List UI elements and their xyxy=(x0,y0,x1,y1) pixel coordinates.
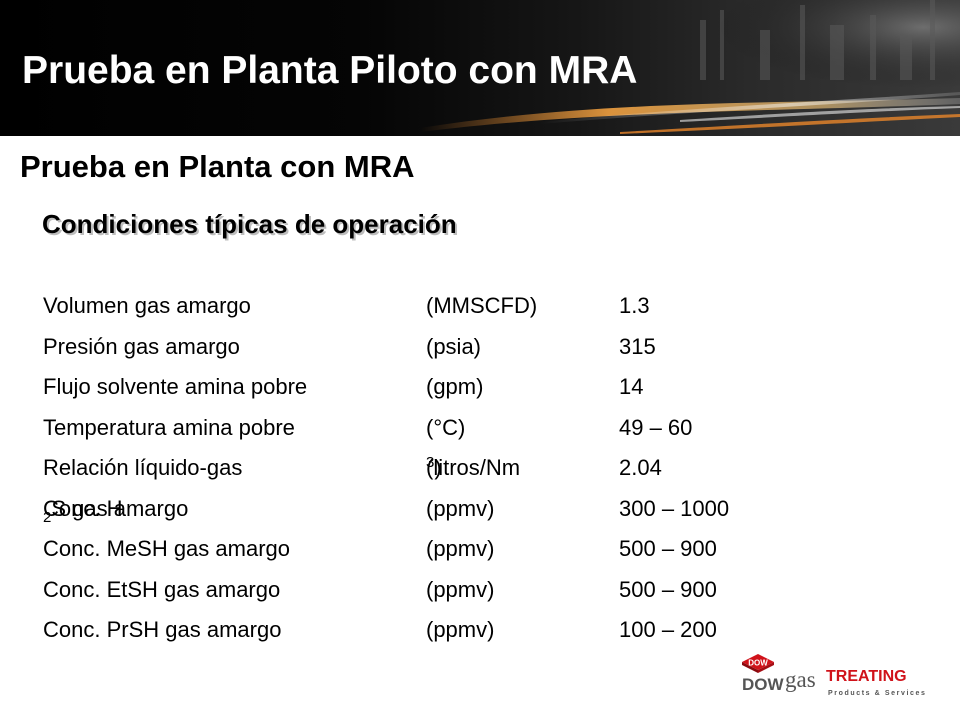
param-value: 2.04 xyxy=(619,455,662,480)
operating-conditions-table: Volumen gas amargo (MMSCFD) 1.3 Presión … xyxy=(43,286,783,651)
param-row: Volumen gas amargo (MMSCFD) 1.3 xyxy=(43,286,783,327)
slide-subtitle: Prueba en Planta con MRA xyxy=(20,149,415,184)
param-row: Conc. MeSH gas amargo (ppmv) 500 – 900 xyxy=(43,529,783,570)
param-name: Conc. PrSH gas amargo xyxy=(43,617,282,642)
param-row: Temperatura amina pobre (°C) 49 – 60 xyxy=(43,408,783,449)
param-value: 300 – 1000 xyxy=(619,495,730,521)
param-name: Relación líquido-gas xyxy=(43,455,243,480)
param-unit: (ppmv) xyxy=(426,536,495,561)
param-name: Flujo solvente amina pobre xyxy=(43,374,308,399)
param-name-subscript: 2 xyxy=(43,508,52,526)
param-name: Conc. EtSH gas amargo xyxy=(43,576,281,602)
param-value: 500 – 900 xyxy=(619,576,717,602)
param-value: 49 – 60 xyxy=(619,414,693,440)
param-name: Conc. MeSH gas amargo xyxy=(43,536,290,561)
param-name: Volumen gas amargo xyxy=(43,293,251,318)
param-value: 500 – 900 xyxy=(619,536,717,561)
banner-decoration xyxy=(420,0,960,136)
param-value: 100 – 200 xyxy=(619,617,717,642)
param-name-rest: S gas amargo xyxy=(51,495,189,521)
param-unit: (°C) xyxy=(426,414,466,440)
param-row: Flujo solvente amina pobre (gpm) 14 xyxy=(43,367,783,408)
param-unit: (ppmv) xyxy=(426,576,495,602)
header-banner: Prueba en Planta Piloto con MRA xyxy=(0,0,960,136)
param-value: 315 xyxy=(619,333,656,359)
slide-title: Prueba en Planta Piloto con MRA xyxy=(22,49,638,92)
param-row: Conc. EtSH gas amargo (ppmv) 500 – 900 xyxy=(43,570,783,611)
brand-dow-text: DOW xyxy=(742,675,785,694)
param-name: Presión gas amargo xyxy=(43,333,240,359)
param-name: Temperatura amina pobre xyxy=(43,414,295,440)
param-unit-close: ) xyxy=(434,455,442,480)
param-unit: (ppmv) xyxy=(426,495,495,521)
param-unit-text: (litros/Nm xyxy=(426,455,521,480)
dow-gas-treating-logo: DOW DOW gas TREATING Products & Services xyxy=(742,654,927,697)
param-value: 1.3 xyxy=(619,293,650,318)
param-unit-superscript: 3 xyxy=(426,454,435,471)
param-row: Presión gas amargo (psia) 315 xyxy=(43,327,783,368)
param-name-text: Conc. H xyxy=(43,495,123,521)
param-unit: (ppmv) xyxy=(426,617,495,642)
section-heading: Condiciones típicas de operación xyxy=(42,209,457,239)
param-unit: (psia) xyxy=(426,333,482,359)
param-unit: (litros/Nm 3) xyxy=(426,448,520,491)
brand-gas-text: gas xyxy=(785,667,816,692)
brand-treating-text: TREATING xyxy=(826,668,907,685)
param-unit: (MMSCFD) xyxy=(426,293,538,318)
dow-badge-text: DOW xyxy=(748,659,768,668)
dow-diamond-icon: DOW xyxy=(742,654,774,673)
param-row: Conc. PrSH gas amargo (ppmv) 100 – 200 xyxy=(43,610,783,651)
param-value: 14 xyxy=(619,374,644,399)
param-row: Relación líquido-gas (litros/Nm 3) 2.04 xyxy=(43,448,783,489)
brand-tagline-text: Products & Services xyxy=(828,690,927,697)
param-unit: (gpm) xyxy=(426,374,484,399)
